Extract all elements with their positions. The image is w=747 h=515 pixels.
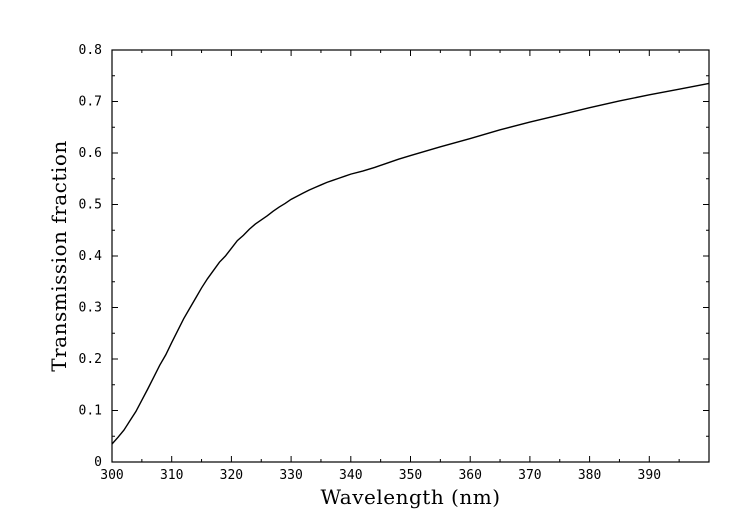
y-tick-label: 0.5 [79, 198, 102, 213]
y-axis-title: Transmission fraction [47, 140, 71, 371]
x-tick-label: 330 [279, 468, 302, 483]
x-tick-label: 370 [518, 468, 541, 483]
y-tick-label: 0.7 [79, 95, 102, 110]
tick-label-group: 300 310 320 330 340 350 360 370 380 390 0 0.1 0.2 0.3… [79, 43, 662, 483]
y-tick-label: 0.6 [79, 146, 102, 161]
x-tick-label: 390 [638, 468, 661, 483]
x-tick-label: 300 [100, 468, 123, 483]
y-tick-label: 0.8 [79, 43, 102, 58]
plot-frame [111, 49, 710, 463]
x-tick-label: 380 [578, 468, 601, 483]
y-tick-label: 0.1 [79, 404, 102, 419]
y-tick-label: 0.4 [79, 249, 103, 264]
x-tick-label: 310 [160, 468, 183, 483]
y-tick-label: 0.2 [79, 352, 102, 367]
x-tick-label: 340 [339, 468, 362, 483]
x-tick-label: 320 [220, 468, 243, 483]
tick-group [111, 49, 709, 463]
series-line [111, 82, 710, 445]
y-tick-label: 0 [94, 455, 102, 470]
y-tick-label: 0.3 [79, 301, 102, 316]
x-tick-label: 360 [458, 468, 481, 483]
x-axis-title: Wavelength (nm) [320, 485, 500, 509]
x-tick-label: 350 [399, 468, 422, 483]
